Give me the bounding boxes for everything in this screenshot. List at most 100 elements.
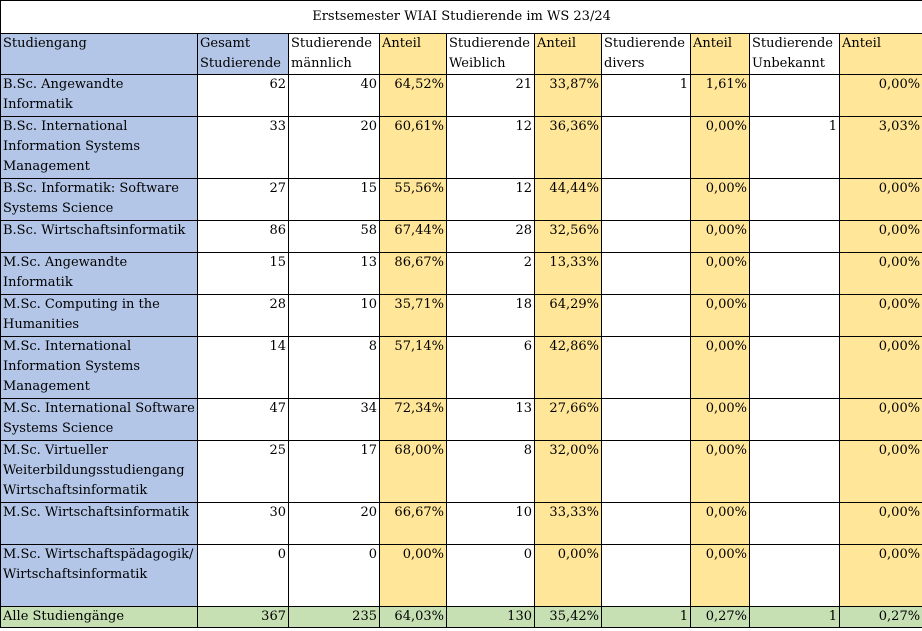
- anteil-maennlich-cell: 55,56%: [379, 178, 447, 221]
- anteil-unbekannt-cell: 0,00%: [838, 398, 922, 441]
- total-maennlich: 235: [288, 606, 380, 628]
- anteil-maennlich-cell: 66,67%: [379, 502, 447, 545]
- table-row: B.Sc. International Information Systems …: [0, 116, 922, 179]
- total-anteil-maennlich: 64,03%: [379, 606, 447, 628]
- anteil-divers-cell: 0,00%: [690, 336, 750, 399]
- anteil-unbekannt-cell: 0,00%: [838, 252, 922, 295]
- gesamt-cell: 30: [197, 502, 289, 545]
- anteil-unbekannt-cell: 3,03%: [838, 116, 922, 179]
- weiblich-cell: 18: [446, 294, 535, 337]
- table-row: B.Sc. Informatik: Software Systems Scien…: [0, 178, 922, 221]
- weiblich-cell: 2: [446, 252, 535, 295]
- anteil-weiblich-cell: 36,36%: [534, 116, 602, 179]
- header-maennlich: Studierende männlich: [288, 33, 380, 75]
- anteil-weiblich-cell: 33,87%: [534, 74, 602, 117]
- anteil-maennlich-cell: 60,61%: [379, 116, 447, 179]
- maennlich-cell: 8: [288, 336, 380, 399]
- gesamt-cell: 28: [197, 294, 289, 337]
- weiblich-cell: 12: [446, 178, 535, 221]
- divers-cell: [601, 116, 691, 179]
- anteil-weiblich-cell: 64,29%: [534, 294, 602, 337]
- table-row: M.Sc. Wirtschaftsinformatik 30 20 66,67%…: [0, 502, 922, 545]
- anteil-divers-cell: 0,00%: [690, 294, 750, 337]
- anteil-unbekannt-cell: 0,00%: [838, 294, 922, 337]
- total-divers: 1: [601, 606, 691, 628]
- divers-cell: [601, 398, 691, 441]
- gesamt-cell: 62: [197, 74, 289, 117]
- table-row: M.Sc. Computing in the Humanities 28 10 …: [0, 294, 922, 337]
- unbekannt-cell: [749, 74, 840, 117]
- unbekannt-cell: [749, 178, 840, 221]
- anteil-divers-cell: 0,00%: [690, 398, 750, 441]
- divers-cell: [601, 336, 691, 399]
- weiblich-cell: 6: [446, 336, 535, 399]
- gesamt-cell: 27: [197, 178, 289, 221]
- header-weiblich: Studierende Weiblich: [446, 33, 535, 75]
- gesamt-cell: 25: [197, 440, 289, 503]
- maennlich-cell: 20: [288, 116, 380, 179]
- unbekannt-cell: [749, 502, 840, 545]
- table-title: Erstsemester WIAI Studierende im WS 23/2…: [0, 0, 922, 34]
- total-gesamt: 367: [197, 606, 289, 628]
- anteil-unbekannt-cell: 0,00%: [838, 544, 922, 607]
- anteil-maennlich-cell: 68,00%: [379, 440, 447, 503]
- anteil-weiblich-cell: 32,56%: [534, 220, 602, 253]
- studiengang-cell: B.Sc. International Information Systems …: [0, 116, 198, 179]
- divers-cell: [601, 544, 691, 607]
- studiengang-cell: M.Sc. International Information Systems …: [0, 336, 198, 399]
- table-row: M.Sc. Angewandte Informatik 15 13 86,67%…: [0, 252, 922, 295]
- anteil-weiblich-cell: 33,33%: [534, 502, 602, 545]
- maennlich-cell: 13: [288, 252, 380, 295]
- unbekannt-cell: [749, 398, 840, 441]
- divers-cell: 1: [601, 74, 691, 117]
- header-anteil-weiblich: Anteil: [534, 33, 602, 75]
- anteil-weiblich-cell: 32,00%: [534, 440, 602, 503]
- anteil-weiblich-cell: 0,00%: [534, 544, 602, 607]
- unbekannt-cell: [749, 294, 840, 337]
- gesamt-cell: 47: [197, 398, 289, 441]
- studiengang-cell: B.Sc. Wirtschaftsinformatik: [0, 220, 198, 253]
- total-anteil-weiblich: 35,42%: [534, 606, 602, 628]
- anteil-unbekannt-cell: 0,00%: [838, 440, 922, 503]
- header-anteil-maennlich: Anteil: [379, 33, 447, 75]
- divers-cell: [601, 178, 691, 221]
- anteil-unbekannt-cell: 0,00%: [838, 336, 922, 399]
- anteil-divers-cell: 0,00%: [690, 252, 750, 295]
- weiblich-cell: 13: [446, 398, 535, 441]
- anteil-maennlich-cell: 67,44%: [379, 220, 447, 253]
- divers-cell: [601, 220, 691, 253]
- anteil-maennlich-cell: 35,71%: [379, 294, 447, 337]
- maennlich-cell: 17: [288, 440, 380, 503]
- anteil-unbekannt-cell: 0,00%: [838, 220, 922, 253]
- total-weiblich: 130: [446, 606, 535, 628]
- studiengang-cell: M.Sc. International Software Systems Sci…: [0, 398, 198, 441]
- unbekannt-cell: [749, 252, 840, 295]
- unbekannt-cell: [749, 220, 840, 253]
- maennlich-cell: 40: [288, 74, 380, 117]
- anteil-unbekannt-cell: 0,00%: [838, 178, 922, 221]
- gesamt-cell: 15: [197, 252, 289, 295]
- anteil-divers-cell: 0,00%: [690, 178, 750, 221]
- weiblich-cell: 10: [446, 502, 535, 545]
- maennlich-cell: 15: [288, 178, 380, 221]
- unbekannt-cell: 1: [749, 116, 840, 179]
- maennlich-cell: 20: [288, 502, 380, 545]
- weiblich-cell: 21: [446, 74, 535, 117]
- anteil-divers-cell: 0,00%: [690, 220, 750, 253]
- studiengang-cell: B.Sc. Informatik: Software Systems Scien…: [0, 178, 198, 221]
- studiengang-cell: M.Sc. Virtueller Weiterbildungsstudienga…: [0, 440, 198, 503]
- anteil-weiblich-cell: 13,33%: [534, 252, 602, 295]
- table-row: M.Sc. International Software Systems Sci…: [0, 398, 922, 441]
- unbekannt-cell: [749, 336, 840, 399]
- gesamt-cell: 86: [197, 220, 289, 253]
- total-label: Alle Studiengänge: [0, 606, 198, 628]
- studiengang-cell: M.Sc. Computing in the Humanities: [0, 294, 198, 337]
- header-anteil-unbekannt: Anteil: [838, 33, 922, 75]
- anteil-unbekannt-cell: 0,00%: [838, 502, 922, 545]
- header-row: Studiengang Gesamt Studierende Studieren…: [0, 33, 922, 75]
- studiengang-cell: M.Sc. Wirtschaftsinformatik: [0, 502, 198, 545]
- divers-cell: [601, 440, 691, 503]
- table-row: B.Sc. Angewandte Informatik 62 40 64,52%…: [0, 74, 922, 117]
- total-anteil-unbekannt: 0,27%: [838, 606, 922, 628]
- weiblich-cell: 0: [446, 544, 535, 607]
